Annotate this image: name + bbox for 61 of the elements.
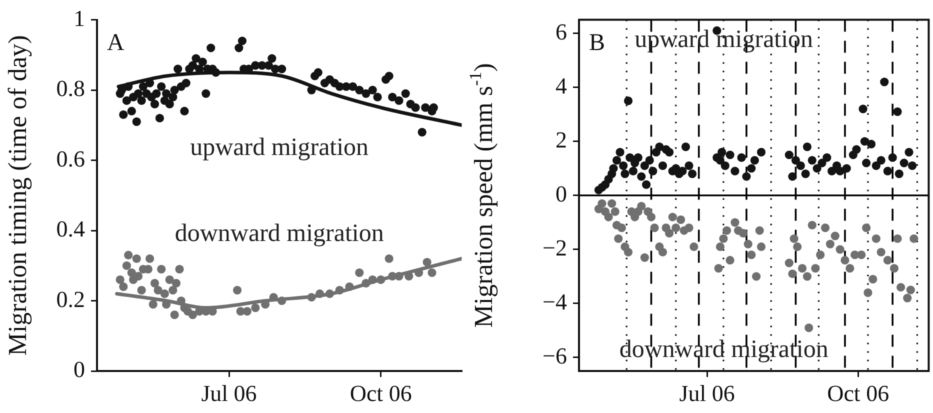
point — [251, 303, 260, 312]
point — [165, 275, 174, 284]
y-tick-label: 0.6 — [56, 146, 85, 172]
point — [278, 296, 286, 306]
y-tick-label: 2 — [556, 127, 567, 152]
point — [124, 250, 133, 260]
point — [148, 300, 158, 309]
point — [157, 264, 166, 274]
point — [376, 275, 386, 284]
y-tick-label: 6 — [556, 19, 567, 44]
y-axis-title: Migration speed (mm s-1) — [466, 63, 498, 328]
point — [175, 264, 184, 274]
y-tick-label: 0 — [74, 357, 85, 382]
point — [368, 275, 377, 284]
x-tick-label: Oct 06 — [350, 380, 412, 406]
x-tick-label: Oct 06 — [827, 380, 890, 406]
y-tick-label: 0 — [556, 181, 567, 206]
y-tick-label: −6 — [542, 344, 567, 369]
y-tick-label: 4 — [556, 73, 568, 98]
series-label: downward migration — [619, 336, 829, 364]
point — [307, 292, 316, 302]
point — [168, 286, 178, 295]
point — [232, 286, 242, 295]
point — [116, 275, 124, 284]
annotation: B — [589, 30, 606, 56]
point — [137, 286, 146, 295]
series-label: upward migration — [190, 134, 370, 162]
point — [335, 286, 344, 295]
y-tick-label: 0.4 — [56, 216, 86, 242]
point — [345, 282, 354, 292]
point — [172, 278, 181, 288]
y-tick-label: −4 — [542, 290, 568, 315]
series-label: upward migration — [634, 26, 814, 53]
y-tick-label: 0.8 — [56, 76, 85, 102]
y-tick-label: 0.2 — [56, 286, 85, 312]
y-tick-label: −2 — [542, 235, 567, 260]
x-tick-label: Jul 06 — [201, 380, 257, 406]
point — [146, 254, 154, 263]
point — [355, 268, 364, 277]
point — [384, 254, 394, 263]
annotation: A — [107, 30, 125, 56]
point — [132, 254, 141, 263]
y-axis-title: Migration timing (time of day) — [3, 35, 32, 356]
point — [428, 268, 436, 277]
point — [160, 289, 169, 298]
point — [150, 278, 160, 288]
point — [170, 310, 179, 320]
point — [134, 272, 143, 280]
point — [122, 261, 132, 270]
y-tick-label: 1 — [74, 6, 85, 31]
point — [119, 282, 128, 292]
point — [242, 306, 252, 316]
point — [362, 278, 370, 288]
point — [325, 289, 334, 298]
point — [422, 258, 432, 266]
point — [394, 272, 404, 280]
series-label: downward migration — [174, 220, 384, 248]
point — [315, 289, 324, 298]
point — [188, 310, 198, 320]
point — [154, 286, 162, 295]
x-tick-label: Jul 06 — [679, 380, 735, 406]
